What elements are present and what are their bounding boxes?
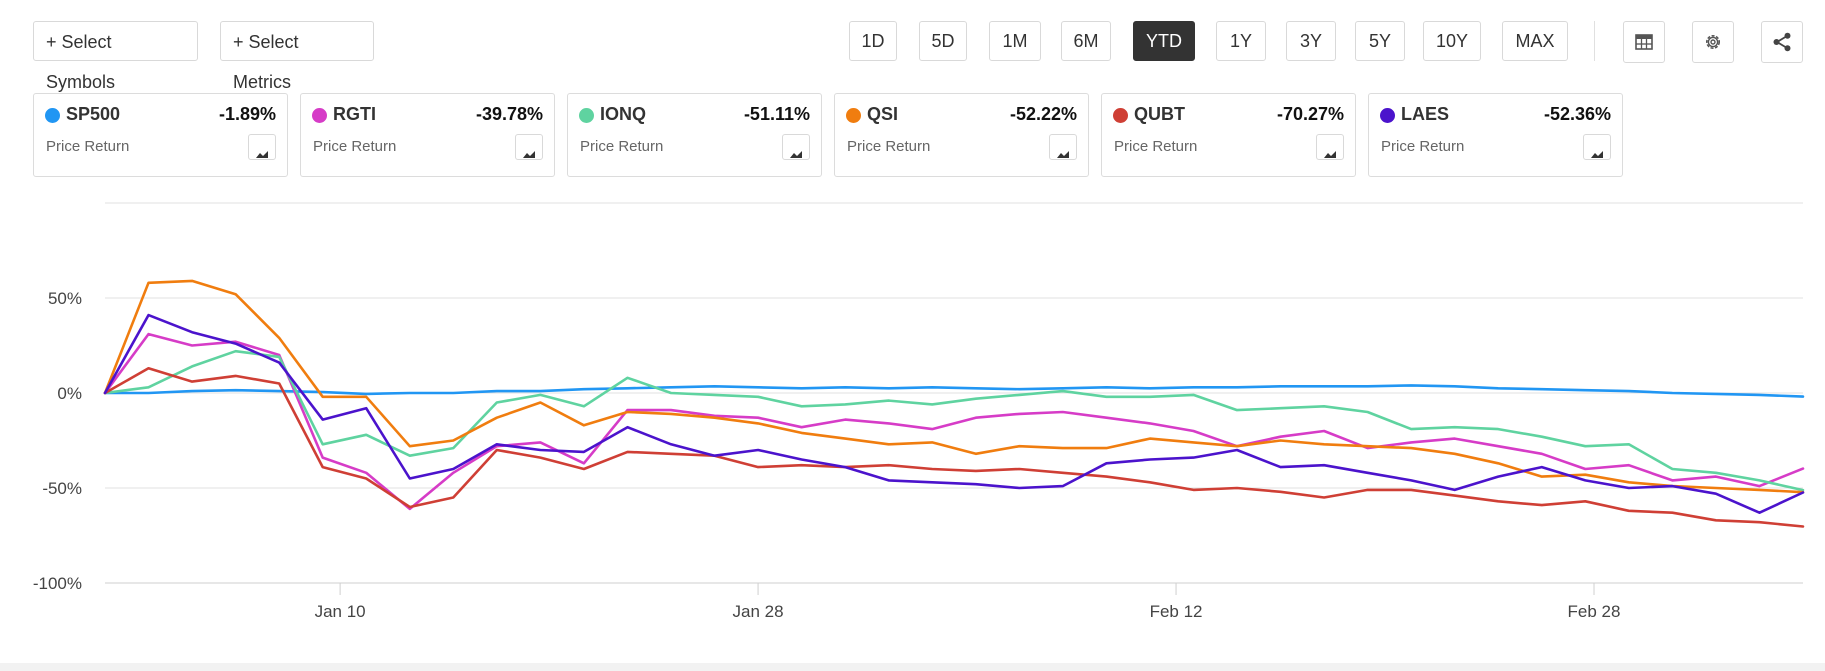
price-return-chart[interactable]: 50% 0% -50% -100% Jan 10 Jan 28 Feb 12 Feb 28 xyxy=(0,185,1825,645)
table-view-button[interactable] xyxy=(1623,21,1665,63)
mini-chart-icon xyxy=(1057,151,1069,158)
mini-chart-button[interactable] xyxy=(1583,134,1611,160)
series-color-dot xyxy=(846,108,861,123)
metric-label: Price Return xyxy=(46,138,130,155)
series-color-dot xyxy=(579,108,594,123)
symbol-name: LAES xyxy=(1401,104,1450,124)
symbol-return-value: -1.89% xyxy=(218,104,276,124)
share-button[interactable] xyxy=(1761,21,1803,63)
mini-chart-icon xyxy=(790,151,802,158)
range-ytd-button[interactable]: YTD xyxy=(1133,21,1195,61)
metric-label: Price Return xyxy=(847,138,931,155)
symbol-name: QUBT xyxy=(1134,104,1185,124)
symbol-return-value: -52.36% xyxy=(1543,104,1611,124)
x-tick-label: Jan 10 xyxy=(315,602,366,621)
series-line-rgti xyxy=(103,332,1805,511)
mini-chart-button[interactable] xyxy=(248,134,276,160)
mini-chart-icon xyxy=(1324,151,1336,158)
series-color-dot xyxy=(45,108,60,123)
mini-chart-button[interactable] xyxy=(782,134,810,160)
series-color-dot xyxy=(312,108,327,123)
range-1m-button[interactable]: 1M xyxy=(989,21,1041,61)
symbol-card-ionq[interactable]: IONQ -51.11% Price Return xyxy=(567,93,822,177)
footer-band xyxy=(0,663,1825,671)
series-line-laes xyxy=(103,313,1805,515)
settings-button[interactable] xyxy=(1692,21,1734,63)
symbol-name: SP500 xyxy=(66,104,121,124)
share-icon xyxy=(1773,32,1791,52)
select-symbols-button[interactable]: + Select Symbols xyxy=(33,21,198,92)
symbol-return-value: -52.22% xyxy=(1009,104,1077,124)
metric-label: Price Return xyxy=(580,138,664,155)
mini-chart-icon xyxy=(523,151,535,158)
mini-chart-button[interactable] xyxy=(515,134,543,160)
range-6m-button[interactable]: 6M xyxy=(1061,21,1111,61)
range-5d-button[interactable]: 5D xyxy=(919,21,967,61)
symbol-card-qubt[interactable]: QUBT -70.27% Price Return xyxy=(1101,93,1356,177)
metric-label: Price Return xyxy=(313,138,397,155)
metric-label: Price Return xyxy=(1114,138,1198,155)
range-max-button[interactable]: MAX xyxy=(1502,21,1568,61)
mini-chart-icon xyxy=(1591,151,1603,158)
series-line-sp500 xyxy=(103,384,1805,398)
toolbar-divider xyxy=(1594,21,1595,61)
chart-toolbar: + Select Symbols + Select Metrics 1D 5D … xyxy=(0,0,1825,92)
symbol-name: RGTI xyxy=(333,104,376,124)
symbol-card-qsi[interactable]: QSI -52.22% Price Return xyxy=(834,93,1089,177)
series-color-dot xyxy=(1113,108,1128,123)
symbol-return-value: -39.78% xyxy=(475,104,543,124)
x-tick-label: Jan 28 xyxy=(733,602,784,621)
select-metrics-button[interactable]: + Select Metrics xyxy=(220,21,374,92)
symbol-return-value: -70.27% xyxy=(1276,104,1344,124)
x-tick-label: Feb 12 xyxy=(1150,602,1203,621)
symbol-return-value: -51.11% xyxy=(743,104,810,124)
series-color-dot xyxy=(1380,108,1395,123)
gear-icon xyxy=(1706,35,1720,49)
range-1y-button[interactable]: 1Y xyxy=(1216,21,1266,61)
series-line-qsi xyxy=(103,279,1805,494)
symbol-name: QSI xyxy=(867,104,899,124)
range-1d-button[interactable]: 1D xyxy=(849,21,897,61)
symbol-card-rgti[interactable]: RGTI -39.78% Price Return xyxy=(300,93,555,177)
symbol-name: IONQ xyxy=(600,104,647,124)
range-5y-button[interactable]: 5Y xyxy=(1355,21,1405,61)
mini-chart-icon xyxy=(256,151,268,158)
y-tick-label: 0% xyxy=(57,384,82,403)
range-10y-button[interactable]: 10Y xyxy=(1423,21,1481,61)
y-tick-label: -50% xyxy=(42,479,82,498)
y-tick-label: 50% xyxy=(48,289,82,308)
symbol-card-sp500[interactable]: SP500 -1.89% Price Return xyxy=(33,93,288,177)
symbol-card-laes[interactable]: LAES -52.36% Price Return xyxy=(1368,93,1623,177)
table-icon xyxy=(1635,34,1653,50)
y-tick-label: -100% xyxy=(33,574,82,593)
range-3y-button[interactable]: 3Y xyxy=(1286,21,1336,61)
mini-chart-button[interactable] xyxy=(1049,134,1077,160)
series-line-qubt xyxy=(103,367,1805,528)
mini-chart-button[interactable] xyxy=(1316,134,1344,160)
metric-label: Price Return xyxy=(1381,138,1465,155)
x-tick-label: Feb 28 xyxy=(1568,602,1621,621)
